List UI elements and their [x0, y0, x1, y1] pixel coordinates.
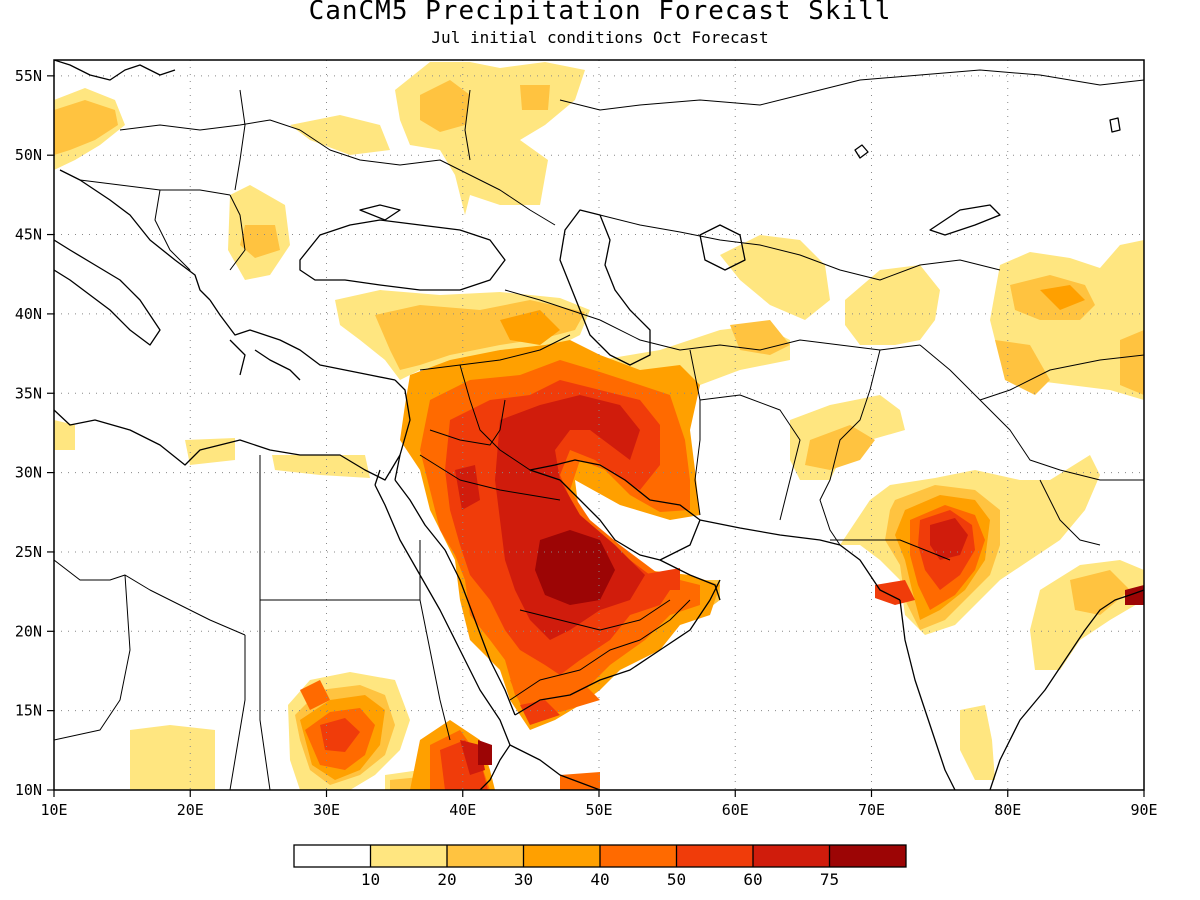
colorbar-swatch [370, 845, 447, 867]
lat-labels: 10N 15N 20N 25N 30N 35N 40N 45N 50N 55N [15, 67, 42, 799]
axis-ticks [47, 75, 1145, 797]
colorbar-swatch [829, 845, 906, 867]
lon-label: 80E [994, 801, 1021, 819]
lat-label: 50N [15, 146, 42, 164]
lat-label: 45N [15, 226, 42, 244]
map-subtitle: Jul initial conditions Oct Forecast [431, 28, 769, 47]
lon-label: 20E [177, 801, 204, 819]
lon-label: 90E [1130, 801, 1157, 819]
lat-label: 10N [15, 781, 42, 799]
colorbar-label: 75 [820, 870, 839, 889]
colorbar-label: 50 [667, 870, 686, 889]
colorbar-swatch [600, 845, 677, 867]
lat-label: 15N [15, 702, 42, 720]
colorbar-label: 20 [437, 870, 456, 889]
graticule [54, 60, 1144, 790]
coastlines [54, 60, 1144, 790]
map-title: CanCM5 Precipitation Forecast Skill [308, 0, 892, 26]
lon-label: 40E [449, 801, 476, 819]
skill-shading [54, 62, 1144, 790]
lat-label: 35N [15, 384, 42, 402]
colorbar-swatch [523, 845, 600, 867]
colorbar-label: 60 [743, 870, 762, 889]
colorbar-label: 30 [514, 870, 533, 889]
colorbar-swatch [753, 845, 830, 867]
lat-label: 40N [15, 305, 42, 323]
country-borders [54, 69, 1144, 790]
lon-label: 10E [40, 801, 67, 819]
colorbar-label: 40 [590, 870, 609, 889]
lat-label: 55N [15, 67, 42, 85]
lon-label: 30E [313, 801, 340, 819]
skill-level-75 [478, 530, 1144, 765]
lat-label: 30N [15, 464, 42, 482]
colorbar-swatch [447, 845, 524, 867]
colorbar-swatch [294, 845, 371, 867]
colorbar-swatch [676, 845, 753, 867]
lon-label: 50E [585, 801, 612, 819]
lat-label: 20N [15, 622, 42, 640]
lat-label: 25N [15, 543, 42, 561]
lon-label: 60E [722, 801, 749, 819]
lon-labels: 10E 20E 30E 40E 50E 60E 70E 80E 90E [40, 801, 1157, 819]
colorbar: 10 20 30 40 50 60 75 [293, 844, 907, 889]
colorbar-label: 10 [361, 870, 380, 889]
lon-label: 70E [858, 801, 885, 819]
